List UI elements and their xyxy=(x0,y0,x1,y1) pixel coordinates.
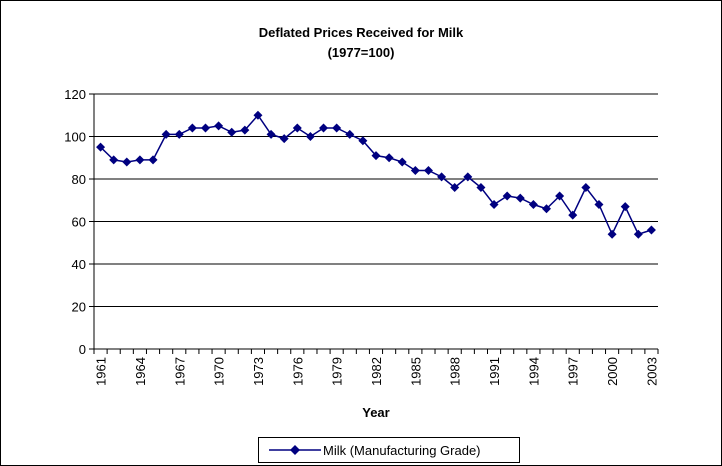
y-tick-label: 40 xyxy=(72,257,86,272)
data-point xyxy=(174,129,184,139)
y-tick-label: 120 xyxy=(64,87,86,102)
data-point xyxy=(96,142,106,152)
y-tick-label: 20 xyxy=(72,300,86,315)
data-point xyxy=(528,200,538,209)
data-point xyxy=(371,151,381,161)
data-point xyxy=(620,202,630,212)
legend-series-marker xyxy=(269,445,321,455)
data-point xyxy=(437,172,447,182)
x-tick-label: 1988 xyxy=(448,357,463,386)
data-point xyxy=(135,155,145,165)
data-point xyxy=(555,191,565,201)
data-point xyxy=(161,129,171,139)
data-point xyxy=(214,121,224,131)
data-point xyxy=(489,200,499,209)
data-point xyxy=(633,229,643,239)
x-tick-label: 1964 xyxy=(133,357,148,386)
data-point xyxy=(515,193,525,203)
x-tick-label: 1976 xyxy=(290,357,305,386)
data-point xyxy=(410,166,420,175)
x-tick-label: 2003 xyxy=(644,357,659,386)
x-tick-label: 1979 xyxy=(330,357,345,386)
data-point xyxy=(240,125,250,135)
x-axis-title: Year xyxy=(362,405,389,420)
y-tick-label: 0 xyxy=(79,342,86,357)
x-tick-label: 1973 xyxy=(251,357,266,386)
data-point xyxy=(384,153,394,163)
chart-title: Deflated Prices Received for Milk xyxy=(258,25,464,40)
data-point xyxy=(542,204,552,214)
data-point xyxy=(607,229,617,239)
data-point xyxy=(292,123,302,133)
data-point xyxy=(279,134,289,144)
data-point xyxy=(148,155,158,165)
y-tick-label: 100 xyxy=(64,130,86,145)
data-point xyxy=(187,123,197,133)
data-point xyxy=(109,155,119,165)
data-point xyxy=(450,183,460,192)
x-tick-label: 1970 xyxy=(212,357,227,386)
data-point xyxy=(227,127,237,137)
data-point xyxy=(266,129,276,139)
data-point xyxy=(423,166,433,175)
y-tick-label: 60 xyxy=(72,215,86,230)
data-point xyxy=(476,183,486,192)
data-point xyxy=(122,157,132,167)
x-tick-label: 2000 xyxy=(605,357,620,386)
data-point xyxy=(358,136,368,146)
x-tick-label: 1991 xyxy=(487,357,502,386)
y-tick-label: 80 xyxy=(72,172,86,187)
data-point xyxy=(253,110,263,120)
data-point xyxy=(594,200,604,209)
data-point xyxy=(581,183,591,192)
data-point xyxy=(646,225,656,235)
x-tick-label: 1997 xyxy=(566,357,581,386)
x-tick-label: 1985 xyxy=(408,357,423,386)
data-point xyxy=(502,191,512,201)
x-tick-label: 1967 xyxy=(172,357,187,386)
data-point xyxy=(305,132,315,141)
data-point xyxy=(345,129,355,139)
x-tick-label: 1961 xyxy=(94,357,109,386)
series-line xyxy=(100,114,652,237)
data-point xyxy=(200,123,210,133)
legend: Milk (Manufacturing Grade) xyxy=(258,437,520,463)
data-point xyxy=(319,123,329,133)
legend-series-label: Milk (Manufacturing Grade) xyxy=(323,442,481,458)
x-tick-label: 1994 xyxy=(526,357,541,386)
x-tick-label: 1982 xyxy=(369,357,384,386)
chart-subtitle: (1977=100) xyxy=(327,45,395,60)
data-point xyxy=(332,123,342,133)
data-point xyxy=(397,157,407,167)
data-point xyxy=(463,172,473,182)
data-point xyxy=(568,210,578,220)
